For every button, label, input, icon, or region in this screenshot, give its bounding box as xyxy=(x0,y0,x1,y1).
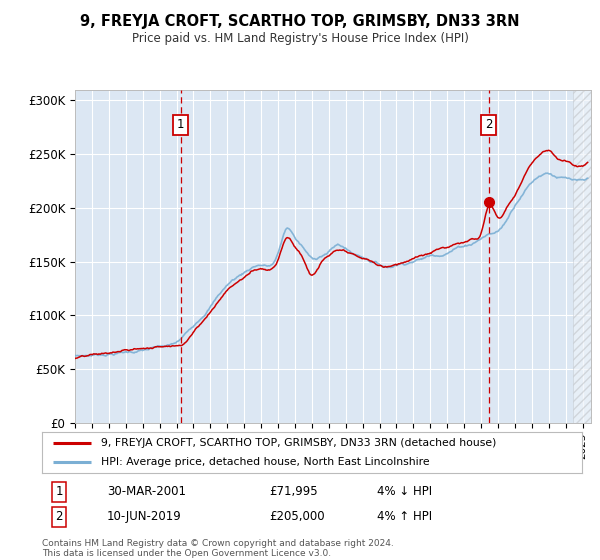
Text: 1: 1 xyxy=(177,118,184,131)
Text: 4% ↓ HPI: 4% ↓ HPI xyxy=(377,485,432,498)
Text: Price paid vs. HM Land Registry's House Price Index (HPI): Price paid vs. HM Land Registry's House … xyxy=(131,32,469,45)
Text: £71,995: £71,995 xyxy=(269,485,317,498)
Text: Contains HM Land Registry data © Crown copyright and database right 2024.
This d: Contains HM Land Registry data © Crown c… xyxy=(42,539,394,558)
Text: 10-JUN-2019: 10-JUN-2019 xyxy=(107,510,182,523)
Text: 30-MAR-2001: 30-MAR-2001 xyxy=(107,485,186,498)
Text: 9, FREYJA CROFT, SCARTHO TOP, GRIMSBY, DN33 3RN (detached house): 9, FREYJA CROFT, SCARTHO TOP, GRIMSBY, D… xyxy=(101,438,497,449)
Text: £205,000: £205,000 xyxy=(269,510,325,523)
Text: HPI: Average price, detached house, North East Lincolnshire: HPI: Average price, detached house, Nort… xyxy=(101,457,430,467)
Text: 9, FREYJA CROFT, SCARTHO TOP, GRIMSBY, DN33 3RN: 9, FREYJA CROFT, SCARTHO TOP, GRIMSBY, D… xyxy=(80,14,520,29)
Text: 4% ↑ HPI: 4% ↑ HPI xyxy=(377,510,432,523)
Text: 2: 2 xyxy=(56,510,63,523)
Text: 2: 2 xyxy=(485,118,493,131)
Text: 1: 1 xyxy=(56,485,63,498)
Bar xyxy=(573,90,600,423)
Bar xyxy=(573,90,600,423)
